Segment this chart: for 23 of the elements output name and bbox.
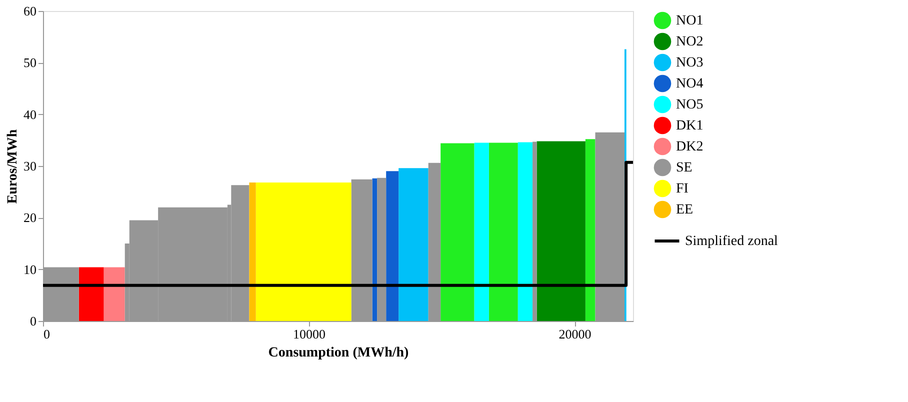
y-axis-title: Euros/MWh bbox=[6, 129, 20, 204]
legend-label: NO2 bbox=[676, 34, 704, 50]
x-tick-label: 20000 bbox=[558, 326, 592, 342]
y-tick-label: 40 bbox=[24, 106, 36, 122]
y-tick-label: 10 bbox=[24, 262, 36, 277]
y-tick-label: 60 bbox=[24, 4, 36, 18]
legend-label: NO3 bbox=[676, 56, 704, 70]
y-tick-label: 30 bbox=[24, 158, 36, 174]
y-tick-label: 20 bbox=[24, 210, 36, 226]
x-axis-title: Consumption (MWh/h) bbox=[268, 346, 410, 360]
y-tick-label: 0 bbox=[30, 314, 36, 328]
legend-label: Simplified zonal bbox=[685, 234, 778, 249]
legend-label: DK2 bbox=[676, 140, 704, 154]
x-tick-label: 10000 bbox=[293, 326, 326, 342]
legend-label: NO1 bbox=[676, 14, 704, 28]
legend-label: EE bbox=[676, 202, 694, 218]
legend-label: SE bbox=[676, 160, 692, 176]
legend-label: NO4 bbox=[676, 76, 704, 92]
legend-label: DK1 bbox=[676, 118, 704, 134]
x-tick-label: 0 bbox=[44, 326, 50, 342]
y-tick-label: 50 bbox=[24, 55, 36, 70]
legend-label: FI bbox=[676, 182, 689, 196]
legend-label: NO5 bbox=[676, 98, 704, 112]
